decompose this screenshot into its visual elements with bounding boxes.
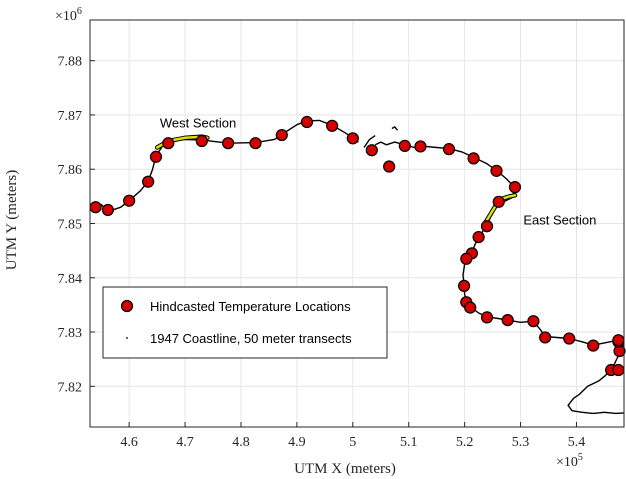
x-tick-label: 5.4: [568, 435, 586, 450]
hindcast-location-point: [89, 201, 102, 214]
hindcast-location-point: [490, 164, 503, 177]
x-tick-label: 4.8: [232, 435, 250, 450]
hindcast-location-point: [222, 137, 235, 150]
y-tick-label: 7.82: [58, 380, 83, 395]
legend-marker-point: [126, 337, 128, 339]
hindcast-location-point: [563, 332, 576, 345]
hindcast-location-point: [501, 313, 514, 327]
x-tick-label: 4.6: [120, 435, 138, 450]
hindcast-location-point: [398, 139, 411, 152]
x-axis-label: UTM X (meters): [294, 461, 396, 477]
hindcast-location-point: [142, 175, 155, 188]
hindcast-location-point: [612, 334, 625, 347]
legend-marker-circle: [120, 299, 134, 313]
hindcast-location-point: [326, 119, 339, 132]
legend-entry-coastline: 1947 Coastline, 50 meter transects: [150, 331, 352, 346]
hindcast-location-point: [442, 143, 456, 156]
hindcast-location-point: [480, 311, 494, 324]
y-tick-label: 7.88: [58, 55, 83, 70]
y-axis-label: UTM Y (meters): [4, 170, 20, 271]
x-tick-label: 5.1: [400, 435, 418, 450]
hindcast-location-point: [480, 220, 494, 233]
x-tick-label: 5.3: [512, 435, 530, 450]
hindcast-location-point: [414, 140, 427, 153]
x-tick-label: 4.9: [288, 435, 306, 450]
y-tick-label: 7.85: [58, 218, 83, 233]
legend-entry-hindcasted: Hindcasted Temperature Locations: [150, 299, 351, 314]
hindcast-location-point: [101, 203, 114, 217]
marker-layer: [89, 115, 626, 377]
y-tick-label: 7.87: [58, 109, 83, 124]
hindcast-location-point: [457, 279, 471, 293]
hindcast-location-point: [123, 194, 136, 207]
hindcast-location-point: [195, 134, 208, 148]
coastline-south: [567, 345, 625, 415]
x-exponent-label: ×105: [556, 452, 583, 470]
west-section-annotation: West Section: [160, 115, 236, 130]
x-tick-label: 5: [349, 435, 356, 450]
hindcast-location-point: [612, 363, 625, 377]
y-axis-ticks: 7.82 7.83 7.84 7.85 7.86 7.87 7.88: [58, 55, 95, 395]
east-section-annotation: East Section: [523, 213, 596, 228]
y-tick-label: 7.86: [58, 163, 83, 178]
x-axis-ticks: 4.6 4.7 4.8 4.9 5 5.1 5.2 5.3 5.4: [120, 422, 585, 450]
hindcast-location-point: [508, 181, 522, 194]
legend-box: [102, 286, 388, 359]
hindcast-location-point: [149, 150, 163, 163]
hindcast-location-point: [492, 195, 505, 208]
hindcast-location-point: [346, 132, 359, 145]
hindcast-location-point: [383, 160, 396, 173]
hindcast-location-point: [527, 315, 540, 328]
y-tick-label: 7.84: [58, 272, 83, 287]
hindcast-location-point: [472, 230, 485, 244]
y-tick-label: 7.83: [58, 326, 83, 341]
legend: Hindcasted Temperature Locations 1947 Co…: [102, 286, 388, 359]
y-exponent-label: ×106: [55, 6, 82, 24]
hindcast-location-point: [300, 115, 314, 129]
hindcast-location-point: [460, 252, 473, 265]
hindcast-location-point: [587, 339, 600, 352]
hindcast-location-point: [539, 331, 552, 344]
hindcast-location-point: [249, 137, 262, 150]
hindcast-location-point: [275, 128, 288, 142]
coastline-islet-2: [391, 126, 399, 131]
hindcast-location-point: [467, 152, 480, 165]
coastline-islet-1: [363, 135, 376, 148]
x-tick-label: 5.2: [456, 435, 474, 450]
hindcast-location-point: [464, 301, 477, 314]
x-tick-label: 4.7: [176, 435, 194, 450]
hindcast-location-point: [365, 144, 378, 157]
hindcast-location-point: [162, 137, 175, 150]
